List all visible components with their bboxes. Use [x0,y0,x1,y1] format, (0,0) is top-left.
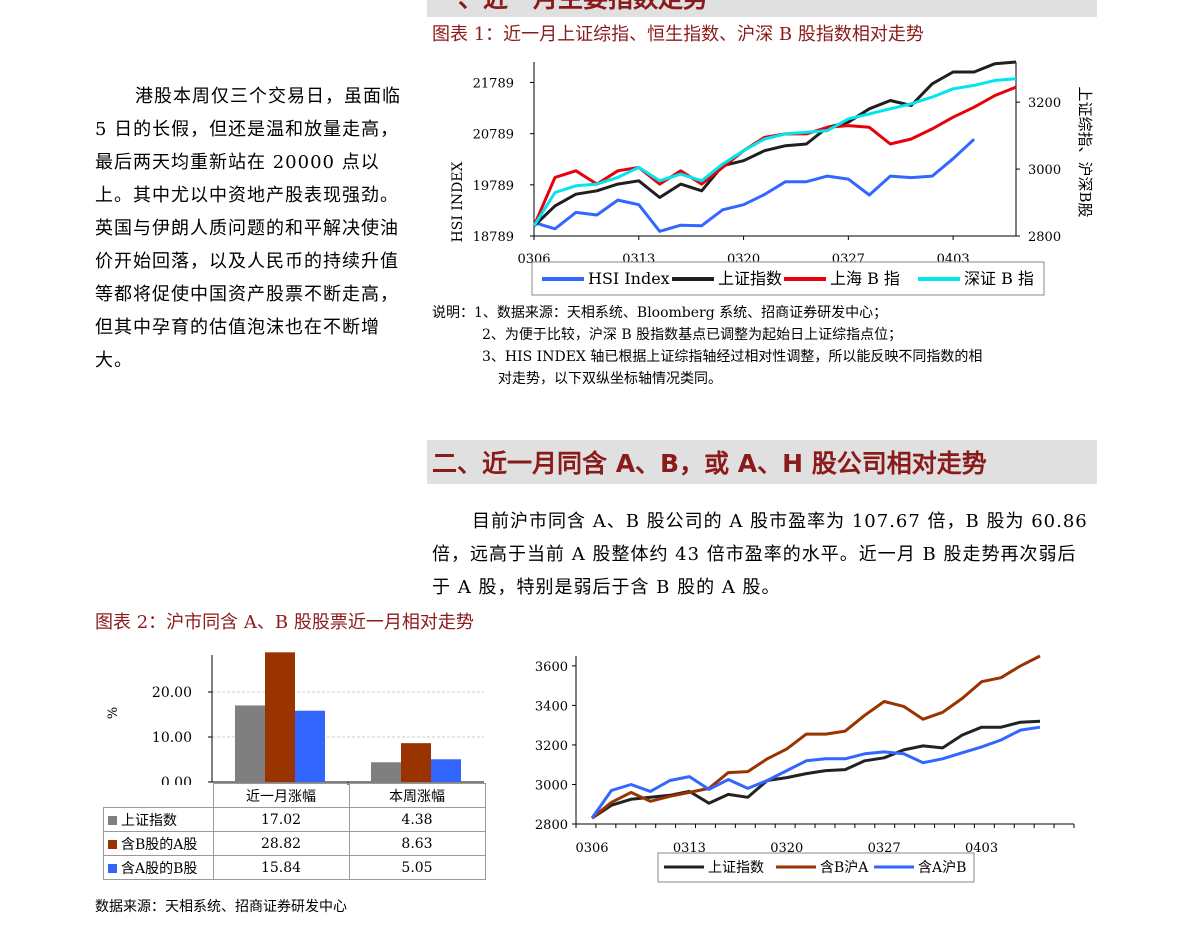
chart3-y-tick-label: 3000 [535,778,568,793]
chart3-legend-label: 含A沪B [918,860,966,876]
chart3-series-line [591,719,1041,820]
table-cell: 15.84 [212,855,350,880]
left-paragraph: 港股本周仅三个交易日，虽面临 5 日的长假，但还是温和放量走高，最后两天均重新站… [95,86,401,371]
section1-header-bar: 一、近一月主要指数走势 [427,0,1097,17]
table-header-row: 近一月涨幅 本周涨幅 [103,783,486,808]
chart1-legend-label: 上海 B 指 [830,269,900,288]
chart2-bar [295,710,325,782]
table-cell: 8.63 [348,831,486,856]
chart3-x-tick-label: 0320 [770,841,803,856]
chart2-caption: 图表 2：沪市同含 A、B 股股票近一月相对走势 [95,612,474,633]
table-corner [103,783,214,808]
chart2-gridlines: 20.00 10.00 0.00 [152,655,484,785]
table-cell: 28.82 [212,831,350,856]
note-1: 1、数据来源：天相系统、Bloomberg 系统、招商证券研发中心； [474,305,888,321]
chart1-right-tick-label: 2800 [1028,230,1061,245]
chart2-bars [235,652,461,782]
section2-heading: 二、近一月同含 A、B，或 A、H 股公司相对走势 [432,449,987,478]
note-3a: 3、HIS INDEX 轴已根据上证综指轴经过相对性调整，所以能反映不同指数的相 [482,349,983,365]
chart3-y-tick-label: 3200 [535,739,568,754]
row-label-text: 上证指数 [121,812,177,829]
table-col-header: 本周涨幅 [348,783,486,808]
legend-swatch [108,864,117,873]
row-label-text: 含A股的B股 [121,860,198,877]
chart3-series-line [590,725,1041,819]
chart1-left-tick-label: 18789 [473,230,514,245]
chart1-legend: HSI Index 上证指数 上海 B 指 深证 B 指 [531,261,1045,296]
chart3-x-tick-label: 0306 [575,841,608,856]
chart1-notes: 说明：1、数据来源：天相系统、Bloomberg 系统、招商证券研发中心； 2、… [432,302,1102,390]
notes-prefix: 说明： [432,305,474,321]
table-row: 上证指数 17.02 4.38 [103,807,486,832]
chart3-series-line [591,654,1041,820]
chart1-right-tick-label: 3000 [1028,163,1061,178]
chart3-legend-label: 上证指数 [708,860,764,876]
chart2-bar [371,762,401,782]
section2-header-bar: 二、近一月同含 A、B，或 A、H 股公司相对走势 [427,440,1097,484]
chart2-y-tick-label: 0.00 [161,775,192,785]
chart2-y-tick-label: 20.00 [152,685,192,701]
chart1-right-axis-label: 上证综指、沪深B股 [1076,86,1094,217]
chart1-left-tick-label: 20789 [473,128,514,143]
note-3b: 对走势，以下双纵坐标轴情况类同。 [498,371,722,387]
chart3-line-chart: 3600 3400 3200 3000 2800 0306 0313 0320 0327 0403… [535,654,1075,883]
chart3-y-tick-label: 3600 [535,660,568,675]
chart3-y-tick-label: 2800 [535,818,568,833]
chart1-left-axis-label: HSI INDEX [450,161,466,242]
chart1-series-line [532,85,1017,227]
chart2-bar [431,759,461,782]
chart2-data-table: 近一月涨幅 本周涨幅 上证指数 17.02 4.38 含B股的A股 28.82 … [103,783,486,880]
chart2-y-tick-label: 10.00 [152,730,192,746]
chart3-y-tick-label: 3400 [535,699,568,714]
legend-swatch [108,840,117,849]
chart1-legend-label: HSI Index [588,269,670,288]
chart3-axes: 3600 3400 3200 3000 2800 0306 0313 0320 0327 0403 [535,656,1075,856]
chart1-series-line [532,60,1017,228]
chart3-series [590,654,1041,820]
chart1-series-line [532,77,1017,227]
table-col-header: 近一月涨幅 [212,783,350,808]
table-row: 含B股的A股 28.82 8.63 [103,831,486,856]
chart2-bar [401,743,431,782]
chart1-legend-label: 上证指数 [718,269,782,288]
chart2-source: 数据来源：天相系统、招商证券研发中心 [95,899,347,915]
chart1-left-tick-label: 21789 [473,76,514,91]
legend-swatch [108,816,117,825]
table-cell: 4.38 [348,807,486,832]
section2-paragraph: 目前沪市同含 A、B 股公司的 A 股市盈率为 107.67 倍，B 股为 60… [432,511,1088,598]
chart3-x-tick-label: 0403 [965,841,998,856]
chart1-right-tick-label: 3200 [1028,96,1061,111]
chart1-caption: 图表 1：近一月上证综指、恒生指数、沪深 B 股指数相对走势 [432,24,924,45]
chart2-ylabel: % [106,707,121,719]
table-cell: 5.05 [348,855,486,880]
chart2-bar [235,705,265,782]
chart2-bar-chart: 20.00 10.00 0.00 % [106,652,484,785]
table-cell: 17.02 [212,807,350,832]
section1-heading: 一、近一月主要指数走势 [433,0,708,15]
chart3-x-tick-label: 0327 [868,841,901,856]
chart3-legend: 上证指数 含B沪A 含A沪B [657,852,975,883]
chart1-series-line [533,138,976,233]
table-row-label: 含A股的B股 [103,855,214,880]
chart2-bar [265,652,295,782]
note-2: 2、为便于比较，沪深 B 股指数基点已调整为起始日上证综指点位； [482,327,903,343]
chart1-legend-label: 深证 B 指 [964,269,1034,288]
table-row: 含A股的B股 15.84 5.05 [103,855,486,880]
chart3-x-tick-label: 0313 [673,841,706,856]
table-row-label: 含B股的A股 [103,831,214,856]
chart1-left-tick-label: 19789 [473,179,514,194]
chart1-series [532,60,1017,233]
chart3-legend-label: 含B沪A [820,860,869,876]
table-row-label: 上证指数 [103,807,214,832]
row-label-text: 含B股的A股 [121,836,198,853]
